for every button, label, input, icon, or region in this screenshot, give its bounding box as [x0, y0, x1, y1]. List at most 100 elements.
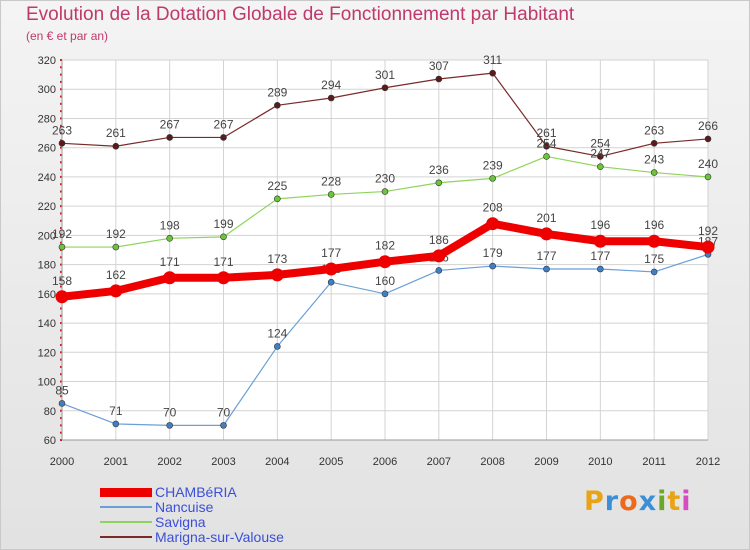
data-point: [435, 267, 443, 274]
data-label: 160: [375, 274, 395, 288]
data-label: 301: [375, 68, 395, 82]
data-point: [55, 290, 69, 304]
data-point: [597, 265, 604, 273]
data-point: [270, 268, 284, 282]
legend-swatch-marigna: [100, 536, 152, 538]
data-label: 201: [536, 211, 556, 225]
y-minor-tick: [60, 380, 62, 383]
y-tick-label: 140: [38, 318, 56, 330]
data-point: [166, 235, 173, 242]
logo-letter: t: [667, 486, 682, 517]
data-point: [327, 278, 335, 286]
y-minor-tick: [60, 95, 62, 98]
data-point: [593, 234, 607, 248]
data-point: [704, 135, 712, 143]
x-tick-label: 2006: [373, 456, 397, 468]
y-tick-label: 320: [38, 55, 56, 67]
data-label: 266: [698, 119, 718, 133]
data-point: [58, 400, 66, 407]
y-minor-tick: [60, 88, 62, 91]
x-tick-label: 2009: [534, 456, 558, 468]
y-minor-tick: [60, 59, 62, 61]
legend-label: Nancuise: [155, 499, 214, 515]
y-minor-tick: [60, 278, 62, 281]
data-point: [489, 262, 496, 270]
y-minor-tick: [60, 205, 62, 208]
data-point: [112, 420, 120, 428]
y-minor-tick: [60, 270, 62, 273]
data-point: [435, 179, 443, 187]
data-label: 198: [160, 218, 180, 232]
data-label: 289: [267, 85, 287, 99]
data-point: [220, 422, 227, 429]
data-label: 254: [590, 136, 610, 150]
data-label: 311: [483, 53, 502, 67]
data-point: [274, 102, 281, 109]
chart-title: Evolution de la Dotation Globale de Fonc…: [26, 4, 575, 25]
data-label: 71: [109, 404, 123, 418]
data-point: [381, 290, 389, 298]
data-point: [378, 255, 392, 269]
y-minor-tick: [60, 256, 62, 259]
x-tick-label: 2001: [104, 456, 128, 468]
legend-label: CHAMBéRIA: [155, 484, 237, 500]
y-tick-label: 60: [44, 435, 56, 447]
data-label: 243: [644, 153, 664, 167]
logo-letter: x: [638, 486, 658, 517]
data-point: [327, 94, 335, 102]
data-point: [701, 240, 715, 254]
x-tick-label: 2012: [696, 456, 720, 468]
data-point: [327, 191, 335, 198]
data-point: [597, 153, 604, 160]
y-minor-tick: [60, 219, 62, 222]
y-minor-tick: [60, 197, 62, 200]
data-point: [163, 271, 177, 285]
data-point: [58, 243, 66, 251]
data-point: [166, 422, 173, 429]
y-tick-label: 80: [44, 406, 56, 418]
y-tick-label: 300: [38, 84, 56, 96]
data-label: 230: [375, 172, 395, 186]
x-tick-label: 2004: [265, 456, 289, 468]
data-point: [489, 175, 496, 182]
data-point: [112, 142, 120, 150]
y-tick-label: 200: [38, 230, 56, 242]
y-tick-label: 180: [38, 260, 56, 272]
data-point: [489, 69, 496, 77]
data-label: 179: [483, 246, 503, 260]
y-minor-tick: [60, 132, 62, 135]
data-label: 267: [160, 117, 180, 131]
proxiti-logo: Proxiti: [584, 486, 692, 517]
data-point: [543, 142, 550, 150]
y-minor-tick: [60, 439, 62, 441]
legend-swatch-chamberia: [100, 488, 152, 497]
data-point: [650, 140, 658, 147]
data-label: 182: [375, 239, 395, 253]
data-point: [435, 75, 443, 83]
data-point: [381, 188, 389, 195]
x-tick-label: 2011: [642, 456, 666, 468]
data-point: [650, 268, 658, 276]
data-label: 192: [106, 227, 126, 241]
data-point: [597, 163, 604, 170]
y-minor-tick: [60, 344, 62, 346]
y-minor-tick: [60, 373, 62, 376]
data-point: [650, 169, 658, 176]
y-minor-tick: [60, 212, 62, 215]
legend-swatch-nancuise: [100, 506, 152, 508]
x-tick-label: 2007: [427, 456, 451, 468]
data-point: [274, 195, 281, 203]
legend-label: Marigna-sur-Valouse: [155, 529, 284, 545]
data-label: 236: [429, 163, 449, 177]
logo-letter: o: [619, 486, 639, 517]
x-tick-label: 2003: [211, 456, 235, 468]
y-minor-tick: [60, 234, 62, 237]
y-minor-tick: [60, 66, 62, 69]
data-label: 173: [267, 252, 287, 266]
data-label: 192: [698, 224, 718, 238]
data-label: 124: [267, 326, 287, 340]
data-label: 177: [321, 246, 341, 260]
y-minor-tick: [60, 124, 62, 127]
y-minor-tick: [60, 329, 62, 332]
